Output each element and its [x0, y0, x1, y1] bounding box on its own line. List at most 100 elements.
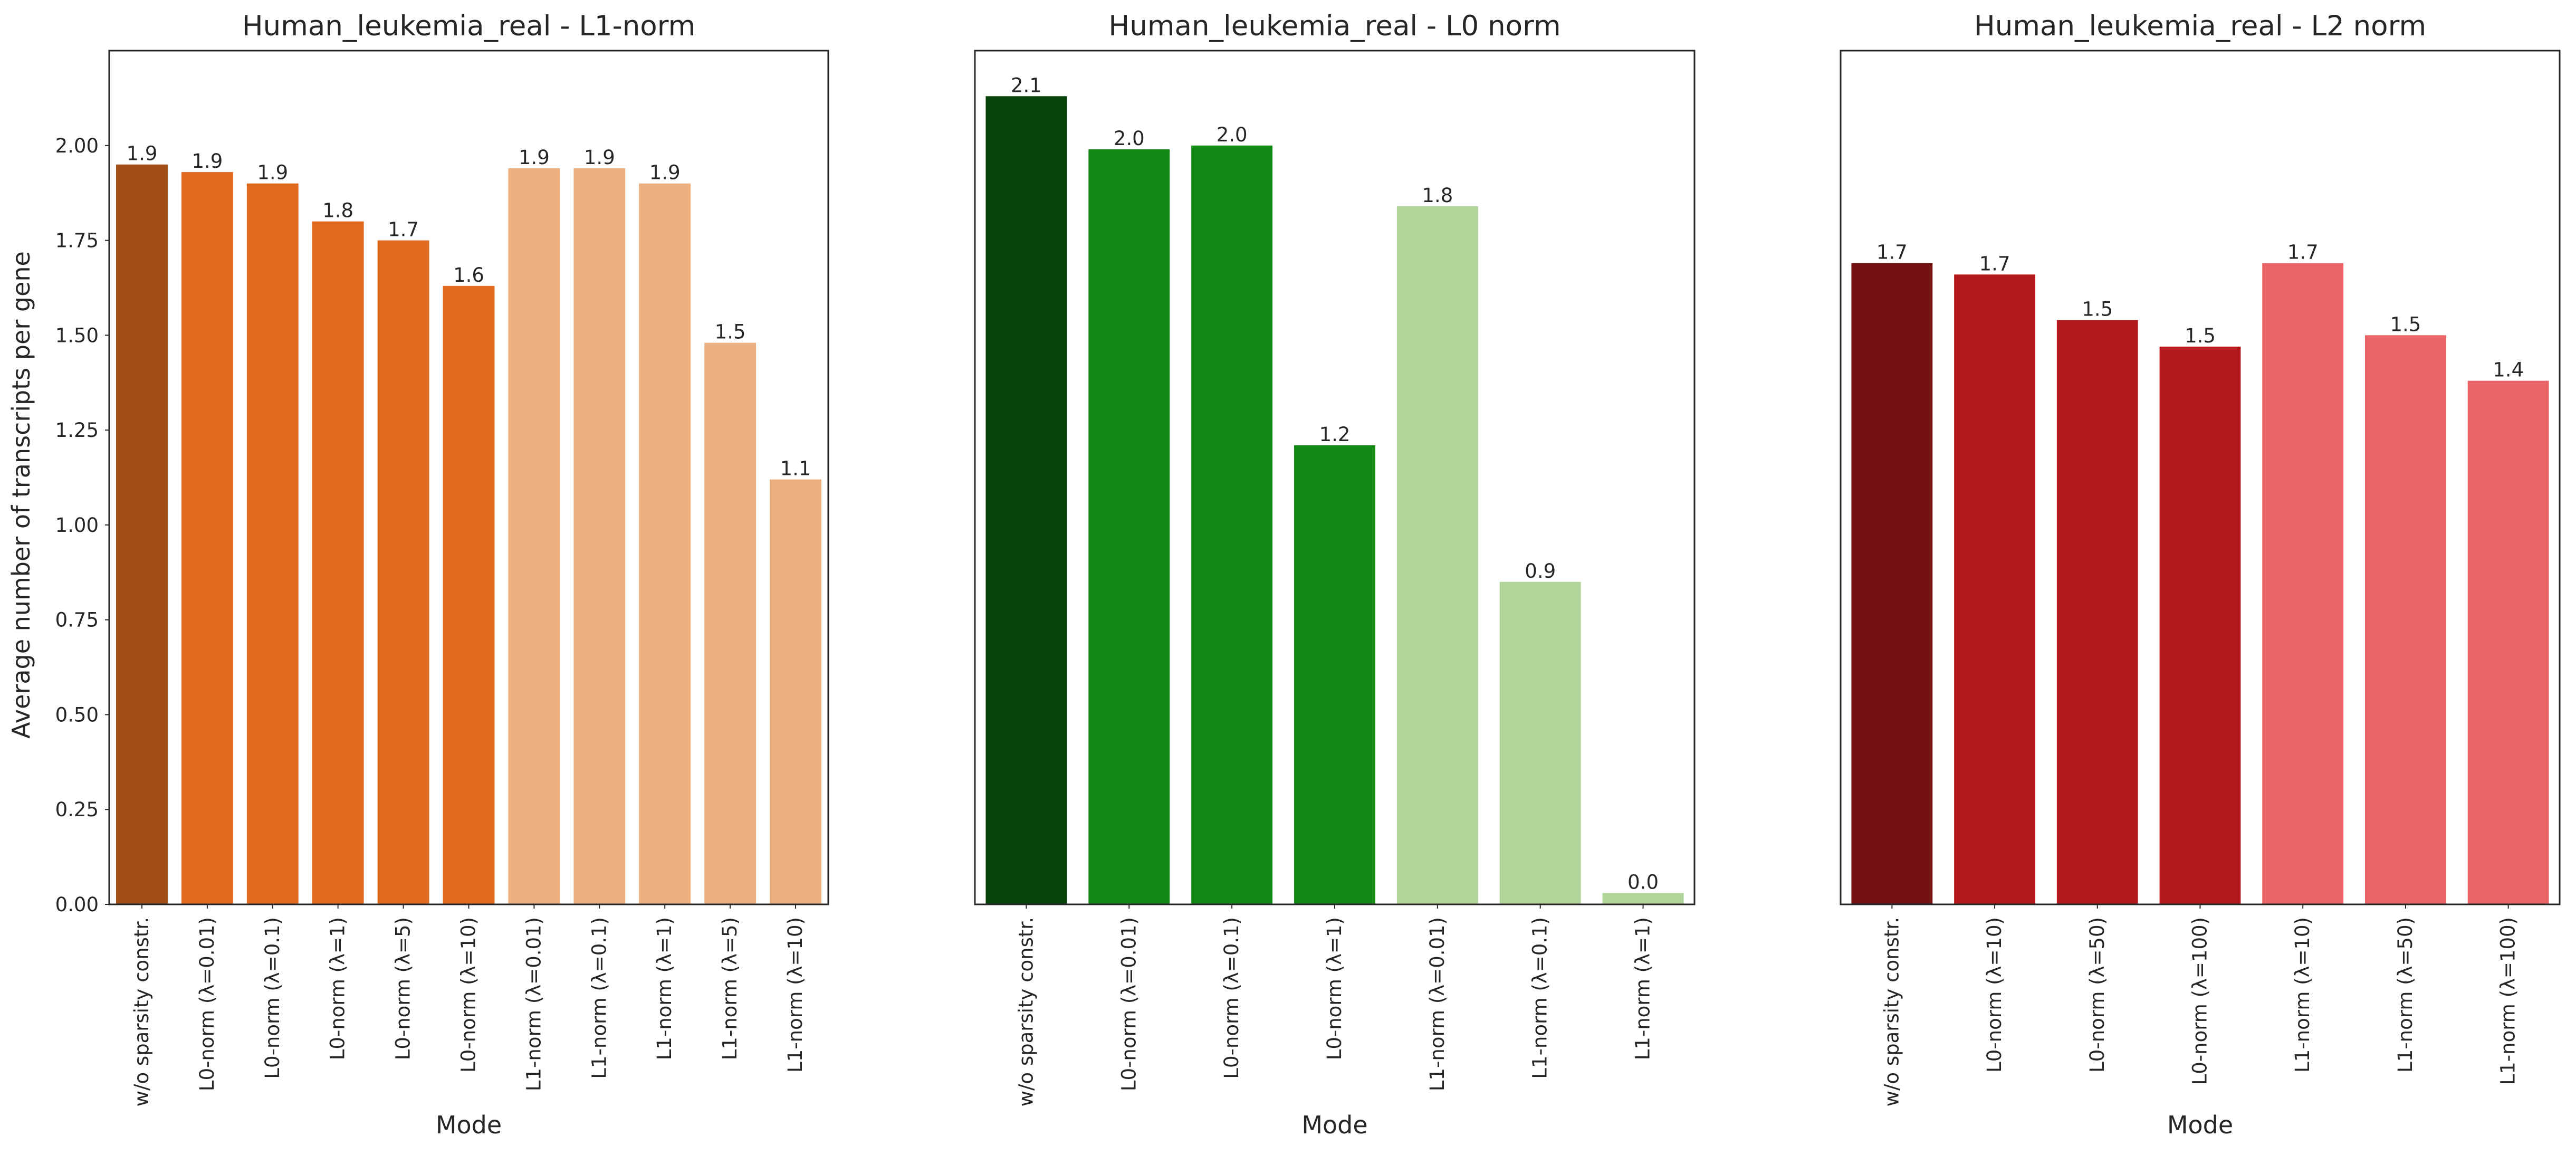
- x-tick-label: L0-norm (λ=1): [327, 917, 349, 1060]
- data-label: 1.9: [127, 142, 158, 165]
- x-axis-label: Mode: [2167, 1111, 2233, 1139]
- data-label: 1.4: [2493, 359, 2524, 381]
- data-label: 0.0: [1627, 871, 1659, 893]
- bar-4: [312, 221, 364, 905]
- x-tick-label: L1-norm (λ=0.1): [588, 917, 610, 1079]
- x-tick-label: w/o sparsity constr.: [130, 917, 153, 1106]
- y-tick-label: 0.25: [55, 798, 99, 821]
- data-label: 1.7: [2287, 241, 2319, 264]
- x-tick-label: w/o sparsity constr.: [1880, 917, 1903, 1106]
- x-tick-label: L1-norm (λ=0.01): [522, 917, 545, 1091]
- bar-11: [770, 479, 821, 904]
- y-tick-label: 1.25: [55, 419, 99, 442]
- x-tick-label: L1-norm (λ=10): [2291, 917, 2314, 1073]
- x-tick-label: L0-norm (λ=0.01): [196, 917, 218, 1091]
- bar-5: [377, 240, 429, 904]
- bar-8: [573, 168, 626, 904]
- data-label: 2.0: [1114, 127, 1145, 150]
- bar-6: [1499, 581, 1581, 904]
- x-tick-label: L0-norm (λ=10): [457, 917, 480, 1073]
- bar-4: [2159, 346, 2241, 904]
- data-label: 1.9: [584, 146, 615, 169]
- bar-3: [246, 183, 299, 904]
- data-label: 1.6: [453, 264, 484, 287]
- x-tick-label: L0-norm (λ=0.1): [261, 917, 284, 1079]
- bar-7: [508, 168, 560, 904]
- chart-panel-3: 1.7 w/o sparsity constr. 1.7 L0-norm (λ=10)…: [1840, 10, 2561, 1139]
- chart-title: Human_leukemia_real - L2 norm: [1974, 10, 2426, 42]
- data-label: 1.5: [2390, 313, 2421, 336]
- x-tick-label: L0-norm (λ=5): [392, 917, 415, 1060]
- bar-2: [1954, 274, 2035, 904]
- bar-6: [443, 285, 495, 904]
- bar-5: [1396, 206, 1478, 904]
- data-label: 1.8: [322, 199, 353, 222]
- x-tick-label: L0-norm (λ=1): [1323, 917, 1346, 1060]
- bar-10: [704, 342, 756, 904]
- x-tick-label: L0-norm (λ=100): [2189, 917, 2211, 1085]
- x-tick-label: L1-norm (λ=0.01): [1426, 917, 1449, 1091]
- bar-7: [2467, 380, 2549, 904]
- chart-title: Human_leukemia_real - L1-norm: [242, 10, 695, 42]
- x-tick-label: L0-norm (λ=0.1): [1220, 917, 1243, 1079]
- x-tick-label: w/o sparsity constr.: [1014, 917, 1037, 1106]
- bar-4: [1294, 445, 1375, 904]
- plot-frame: [1840, 50, 2561, 905]
- x-tick-label: L1-norm (λ=50): [2394, 917, 2417, 1073]
- data-label: 2.1: [1011, 74, 1042, 97]
- x-tick-label: L1-norm (λ=1): [1632, 917, 1654, 1060]
- x-tick-label: L0-norm (λ=0.01): [1117, 917, 1140, 1091]
- chart-panel-2: 2.1 w/o sparsity constr. 2.0 L0-norm (λ=0.0…: [974, 10, 1696, 1139]
- x-axis-label: Mode: [1301, 1111, 1367, 1139]
- data-label: 1.9: [649, 161, 681, 184]
- plot-frame: [974, 50, 1696, 905]
- data-label: 0.9: [1525, 560, 1556, 583]
- data-label: 1.9: [191, 150, 223, 173]
- x-tick-label: L1-norm (λ=1): [653, 917, 676, 1060]
- bar-1: [1851, 263, 1933, 905]
- x-tick-label: L1-norm (λ=5): [719, 917, 741, 1060]
- data-label: 1.7: [388, 218, 419, 241]
- x-tick-label: L1-norm (λ=10): [784, 917, 807, 1073]
- data-label: 1.8: [1422, 184, 1453, 207]
- y-tick-label: 0.50: [55, 703, 99, 726]
- x-tick-label: L1-norm (λ=0.1): [1529, 917, 1552, 1079]
- data-label: 1.7: [1979, 252, 2010, 275]
- x-tick-label: L0-norm (λ=50): [2086, 917, 2109, 1073]
- y-tick-label: 1.75: [55, 230, 99, 252]
- bar-7: [1602, 893, 1684, 904]
- bar-1: [116, 164, 168, 904]
- data-label: 1.5: [2185, 324, 2216, 347]
- y-tick-label: 0.00: [55, 893, 99, 916]
- data-label: 1.5: [715, 321, 746, 343]
- bar-5: [2262, 263, 2344, 905]
- bar-9: [639, 183, 691, 904]
- data-label: 1.5: [2082, 298, 2113, 321]
- chart-panel-1: 1.9 w/o sparsity constr. 1.9 L0-norm (λ=0.0…: [55, 10, 829, 1139]
- data-label: 1.9: [257, 161, 288, 184]
- x-tick-label: L0-norm (λ=10): [1983, 917, 2006, 1073]
- x-tick-label: L1-norm (λ=100): [2497, 917, 2520, 1085]
- y-tick-label: 2.00: [55, 135, 99, 157]
- y-axis-label: Average number of transcripts per gene: [7, 251, 35, 739]
- bar-3: [1191, 145, 1273, 904]
- y-tick-label: 0.75: [55, 609, 99, 632]
- bar-1: [985, 96, 1067, 904]
- chart-title: Human_leukemia_real - L0 norm: [1108, 10, 1560, 42]
- chart-panels: 1.9 w/o sparsity constr. 1.9 L0-norm (λ=0.0…: [55, 10, 2561, 1139]
- data-label: 1.1: [780, 457, 811, 480]
- y-tick-label: 1.50: [55, 324, 99, 347]
- data-label: 1.7: [1876, 241, 1908, 264]
- bar-6: [2365, 335, 2446, 905]
- bar-2: [1088, 149, 1170, 905]
- data-label: 2.0: [1217, 123, 1248, 146]
- bar-3: [2056, 320, 2138, 905]
- y-tick-label: 1.00: [55, 514, 99, 537]
- x-axis-label: Mode: [436, 1111, 502, 1139]
- data-label: 1.2: [1319, 423, 1351, 446]
- bar-2: [181, 172, 233, 904]
- data-label: 1.9: [519, 146, 550, 169]
- plot-frame: [108, 50, 829, 905]
